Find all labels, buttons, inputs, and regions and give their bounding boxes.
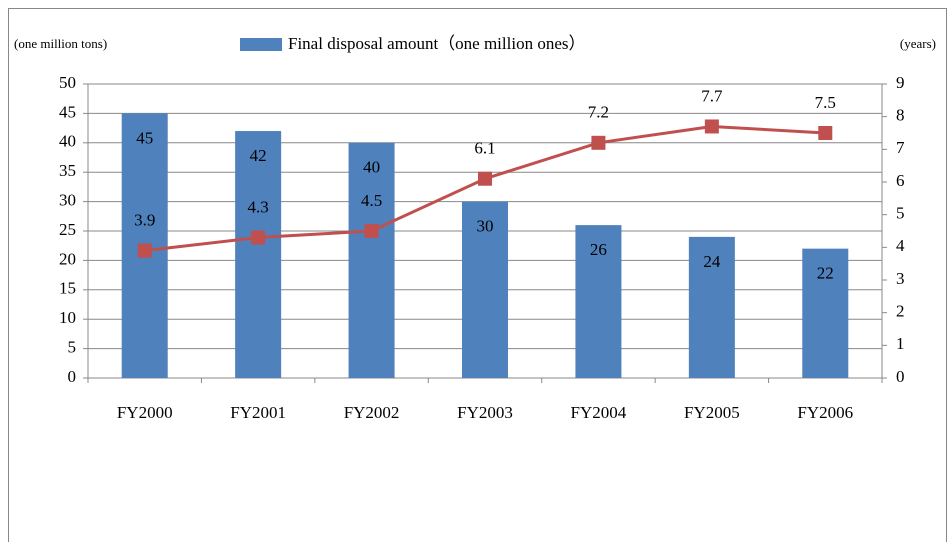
- y2-tick-label: 1: [896, 334, 905, 353]
- line-marker: [364, 224, 379, 238]
- y2-tick-label: 5: [896, 204, 905, 223]
- line-value-label: 7.5: [815, 93, 836, 112]
- y2-tick-label: 4: [896, 236, 905, 255]
- bar: [575, 225, 622, 378]
- y2-tick-label: 8: [896, 106, 905, 125]
- y-tick-label: 20: [59, 249, 76, 268]
- y-tick-label: 45: [59, 102, 76, 121]
- bar: [235, 131, 282, 378]
- bar-value-label: 22: [817, 264, 834, 283]
- y2-tick-label: 7: [896, 138, 905, 157]
- bar-value-label: 45: [136, 128, 153, 147]
- line-marker: [818, 126, 833, 140]
- bar: [802, 248, 849, 378]
- y-tick-label: 0: [68, 367, 77, 386]
- bar: [688, 236, 735, 378]
- y-tick-label: 15: [59, 279, 76, 298]
- x-tick-label: FY2001: [230, 403, 286, 422]
- line-marker: [704, 119, 719, 134]
- bar-value-label: 24: [703, 252, 721, 271]
- y2-tick-label: 0: [896, 367, 905, 386]
- y-tick-label: 35: [59, 161, 76, 180]
- y2-tick-label: 2: [896, 302, 905, 321]
- bar: [462, 201, 508, 378]
- y2-tick-label: 6: [896, 171, 905, 190]
- y-tick-label: 40: [59, 132, 76, 151]
- line-marker: [591, 135, 606, 150]
- y2-axis-label: (years): [900, 36, 936, 51]
- bar-value-label: 30: [477, 217, 494, 236]
- x-tick-label: FY2006: [797, 403, 853, 422]
- y2-tick-label: 9: [896, 73, 905, 92]
- x-tick-label: FY2004: [571, 403, 627, 422]
- bar-value-label: 26: [590, 240, 607, 259]
- line-value-label: 7.7: [701, 86, 723, 105]
- legend-label: Final disposal amount（one million ones）: [288, 34, 585, 53]
- y-tick-label: 10: [59, 308, 76, 327]
- x-tick-label: FY2000: [117, 403, 173, 422]
- y-tick-label: 25: [59, 220, 76, 239]
- x-tick-label: FY2002: [344, 403, 400, 422]
- line-marker: [137, 243, 152, 258]
- line-value-label: 6.1: [474, 139, 495, 158]
- line-marker: [478, 171, 492, 186]
- y-axis-label: (one million tons): [14, 36, 107, 51]
- x-tick-label: FY2005: [684, 403, 740, 422]
- line-value-label: 4.3: [248, 197, 269, 216]
- legend-swatch: [240, 38, 282, 51]
- line-marker: [251, 230, 266, 245]
- y2-tick-label: 3: [896, 269, 905, 288]
- line-value-label: 4.5: [361, 191, 382, 210]
- line-value-label: 7.2: [588, 103, 609, 122]
- x-tick-label: FY2003: [457, 403, 513, 422]
- bar: [348, 142, 395, 378]
- y-tick-label: 5: [68, 338, 77, 357]
- y-tick-label: 30: [59, 191, 76, 210]
- line-value-label: 3.9: [134, 211, 155, 230]
- bar-value-label: 40: [363, 158, 380, 177]
- y-tick-label: 50: [59, 73, 76, 92]
- bar-value-label: 42: [250, 146, 267, 165]
